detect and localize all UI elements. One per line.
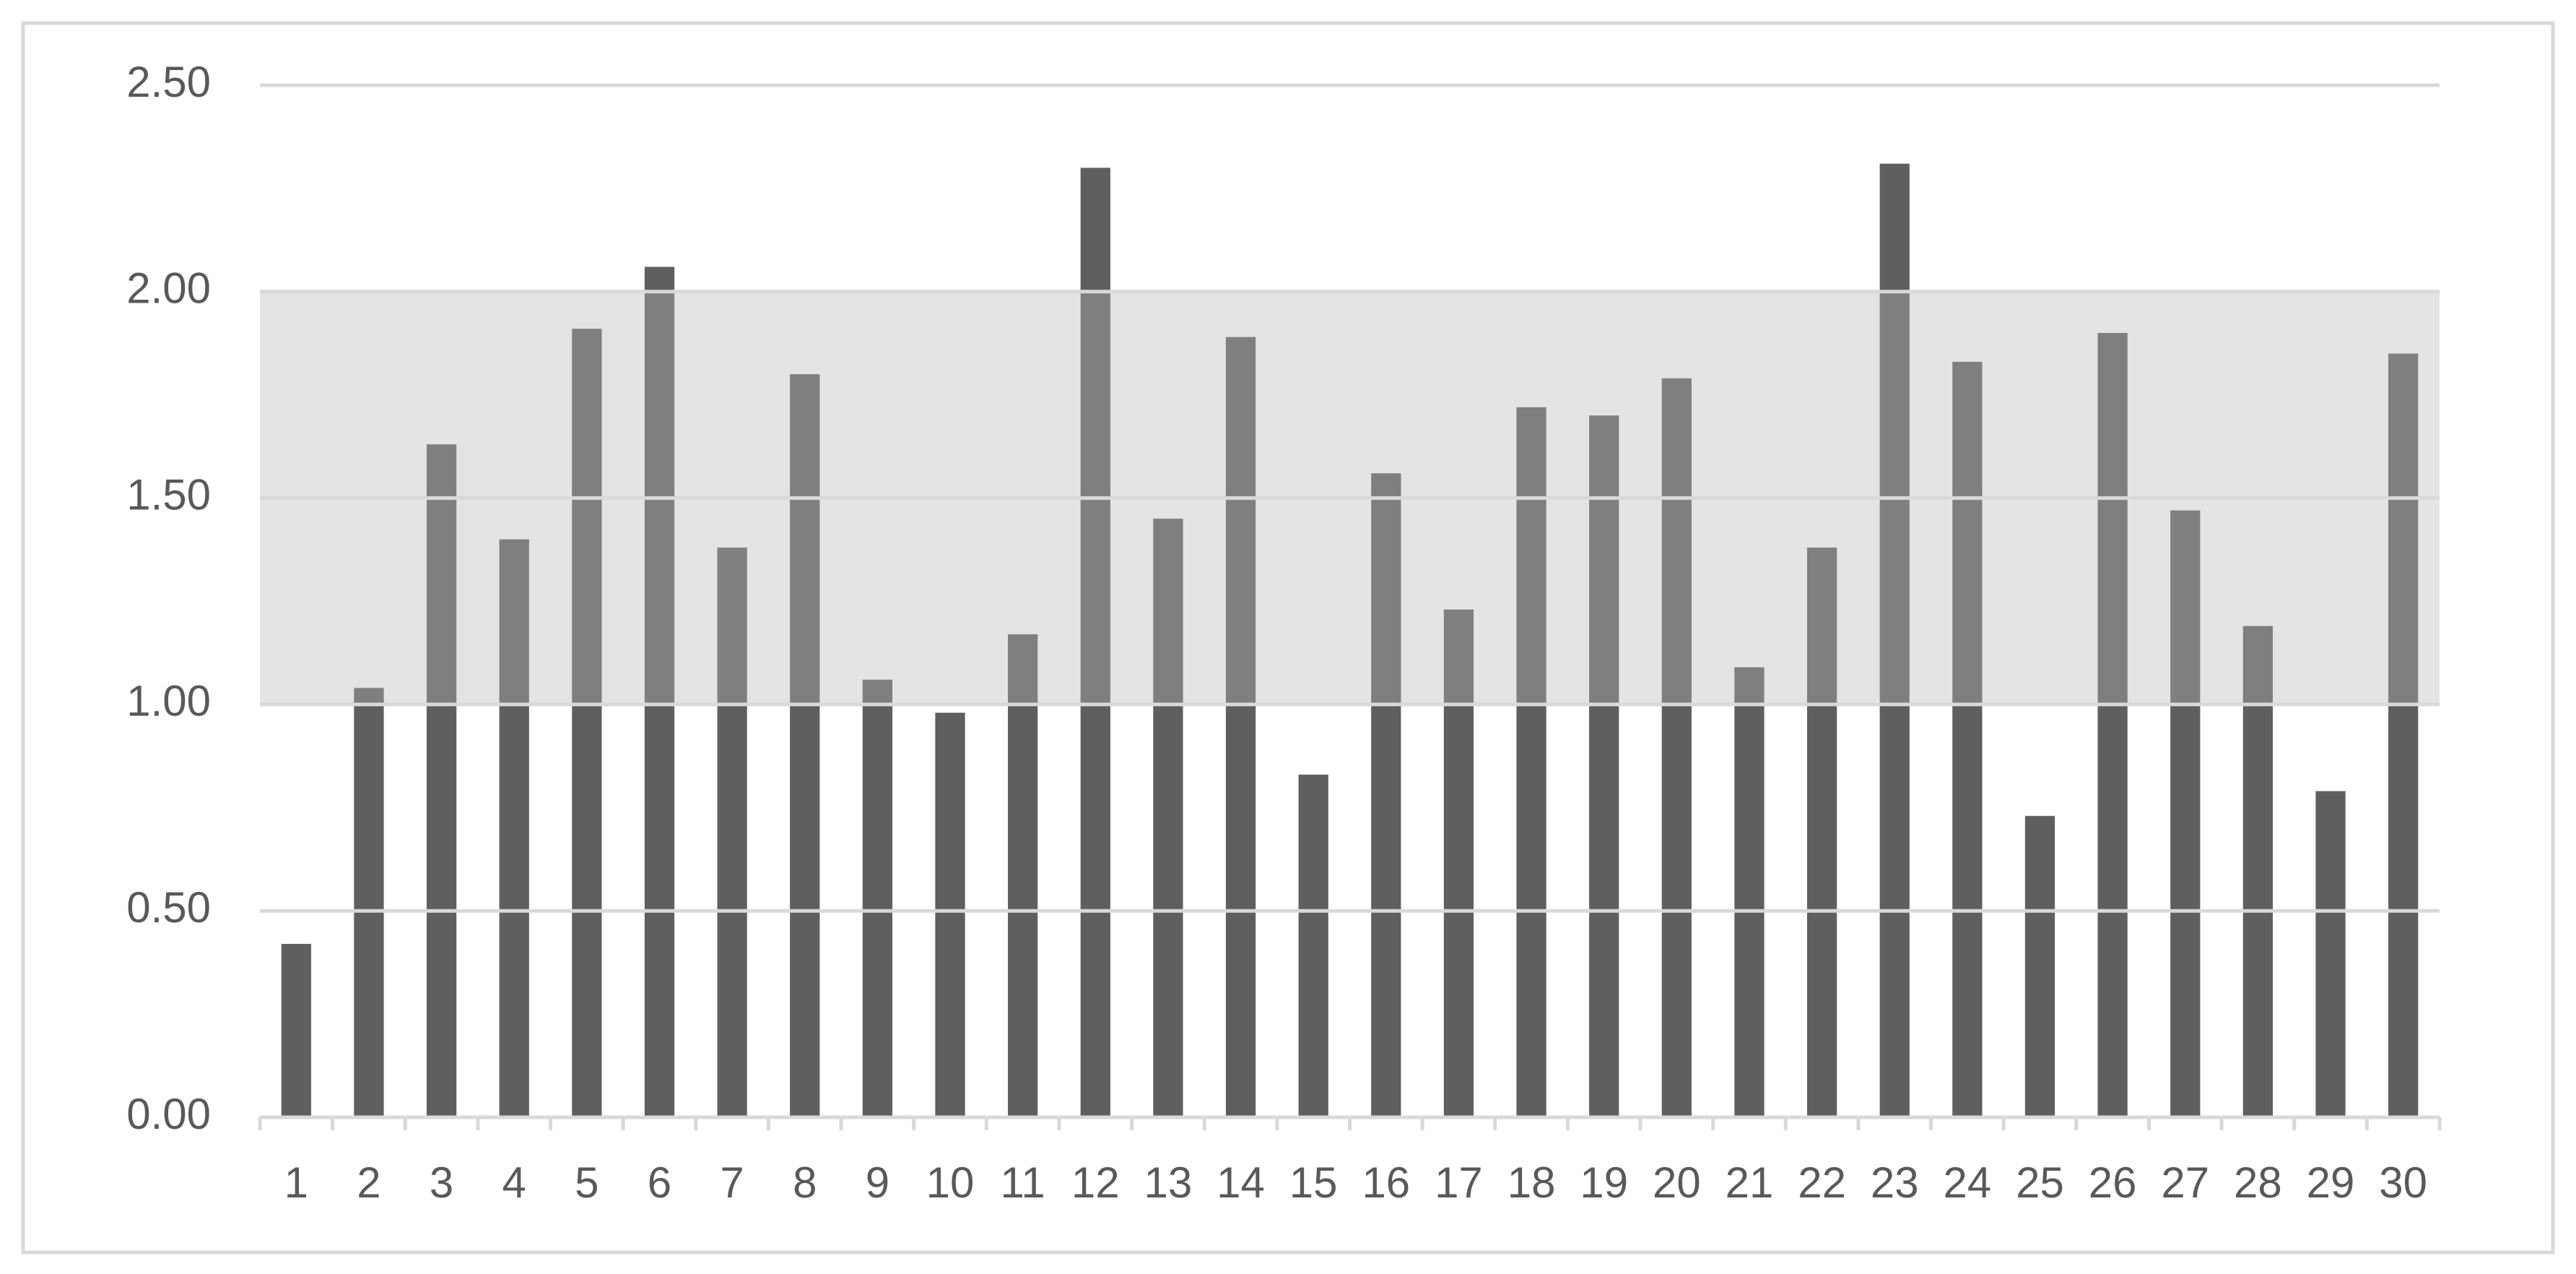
x-tick-label: 26: [2089, 1158, 2137, 1207]
x-tick-label: 22: [1798, 1158, 1846, 1207]
x-tick-label: 10: [926, 1158, 975, 1207]
x-tick-label: 27: [2161, 1158, 2209, 1207]
bar: [2388, 353, 2419, 1117]
x-tick-label: 18: [1507, 1158, 1556, 1207]
bar: [644, 266, 675, 1117]
x-tick-label: 15: [1289, 1158, 1338, 1207]
x-tick-label: 30: [2379, 1158, 2427, 1207]
bar: [717, 547, 747, 1117]
bar: [1516, 407, 1546, 1117]
x-tick-label: 13: [1144, 1158, 1193, 1207]
x-tick-label: 12: [1071, 1158, 1120, 1207]
x-tick-label: 1: [284, 1158, 308, 1207]
bar: [2024, 815, 2055, 1117]
bar: [862, 680, 893, 1117]
bar: [572, 329, 602, 1117]
x-tick-label: 14: [1217, 1158, 1265, 1207]
x-tick-label: 21: [1726, 1158, 1774, 1207]
x-tick-label: 7: [720, 1158, 744, 1207]
bar: [1298, 774, 1328, 1117]
bar: [1806, 547, 1837, 1117]
bar: [1080, 168, 1110, 1117]
x-tick-label: 5: [575, 1158, 599, 1207]
x-tick-label: 17: [1435, 1158, 1483, 1207]
x-tick-label: 2: [357, 1158, 380, 1207]
y-tick-label: 2.50: [126, 58, 211, 106]
x-tick-label: 23: [1871, 1158, 1919, 1207]
bar: [426, 444, 457, 1117]
y-tick-label: 0.00: [126, 1090, 211, 1138]
bar: [1952, 361, 1983, 1118]
bar: [1879, 163, 1910, 1117]
bar: [1734, 667, 1765, 1117]
bar: [1371, 473, 1401, 1117]
bar: [1589, 415, 1619, 1117]
bar: [935, 712, 965, 1117]
x-tick-label: 8: [793, 1158, 817, 1207]
y-tick-label: 1.00: [126, 677, 211, 725]
x-tick-label: 16: [1362, 1158, 1410, 1207]
bar: [1008, 634, 1038, 1117]
x-tick-label: 24: [1944, 1158, 1992, 1207]
bar: [499, 539, 529, 1117]
x-tick-label: 19: [1580, 1158, 1628, 1207]
x-tick-label: 28: [2234, 1158, 2282, 1207]
bar: [1661, 378, 1692, 1117]
x-tick-label: 4: [502, 1158, 526, 1207]
x-tick-label: 29: [2307, 1158, 2355, 1207]
bar: [2315, 791, 2346, 1117]
bar: [2170, 510, 2201, 1117]
y-tick-label: 1.50: [126, 470, 211, 519]
x-tick-label: 6: [648, 1158, 671, 1207]
bar: [1153, 519, 1183, 1117]
y-tick-label: 0.50: [126, 883, 211, 932]
x-tick-label: 11: [1001, 1158, 1045, 1207]
bar: [1225, 337, 1256, 1117]
bar: [1443, 609, 1474, 1117]
y-tick-label: 2.00: [126, 264, 211, 313]
x-tick-label: 9: [866, 1158, 889, 1207]
bar: [2097, 332, 2128, 1118]
bar: [354, 688, 384, 1117]
x-tick-label: 25: [2016, 1158, 2064, 1207]
bar: [2242, 625, 2273, 1117]
x-tick-label: 20: [1653, 1158, 1701, 1207]
bar: [281, 943, 311, 1117]
x-tick-label: 3: [430, 1158, 453, 1207]
